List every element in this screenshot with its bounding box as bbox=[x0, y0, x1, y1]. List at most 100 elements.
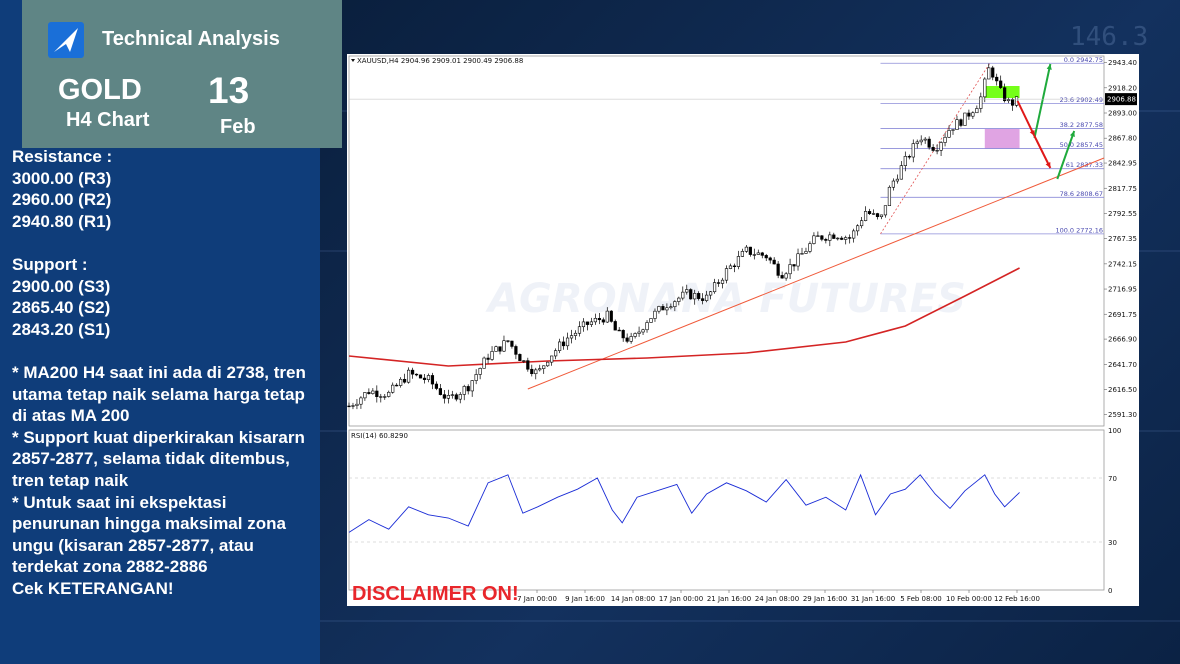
resistance-r3: 3000.00 (R3) bbox=[12, 168, 112, 188]
candle-body bbox=[887, 186, 892, 206]
candle-body bbox=[951, 129, 955, 131]
candle-body bbox=[736, 256, 741, 267]
candle-body bbox=[903, 156, 907, 166]
symbol-dropdown-icon bbox=[351, 59, 355, 62]
candle-body bbox=[689, 289, 693, 300]
x-tick-label: 14 Jan 08:00 bbox=[611, 595, 655, 603]
candle-body bbox=[740, 251, 744, 257]
candle-body bbox=[561, 341, 566, 347]
rsi-pane-border bbox=[348, 429, 1105, 591]
candle-body bbox=[681, 291, 685, 299]
fib-label: 0.0 2942.75 bbox=[1064, 56, 1103, 64]
logo-icon bbox=[48, 22, 84, 58]
candle-body bbox=[963, 112, 967, 126]
x-tick-label: 17 Jan 00:00 bbox=[659, 595, 703, 603]
candle-body bbox=[391, 384, 395, 393]
forecast-arrow-up bbox=[1033, 63, 1052, 139]
candle-body bbox=[800, 253, 804, 255]
candle-body bbox=[832, 234, 836, 239]
candle-body bbox=[355, 403, 359, 406]
candle-body bbox=[673, 301, 677, 308]
candle-body bbox=[466, 386, 470, 392]
candle-body bbox=[919, 139, 923, 143]
candle-body bbox=[438, 388, 442, 395]
candle-body bbox=[617, 329, 621, 332]
candle-body bbox=[395, 384, 399, 387]
candle-body bbox=[641, 329, 645, 333]
candle-body bbox=[879, 214, 884, 218]
candle-body bbox=[410, 369, 415, 375]
arrow-head bbox=[1045, 162, 1051, 168]
y-tick-label: 2943.40 bbox=[1108, 59, 1137, 67]
fib-label: 23.6 2902.49 bbox=[1060, 96, 1103, 104]
candle-body bbox=[657, 306, 661, 312]
resistance-r2: 2960.00 (R2) bbox=[12, 190, 112, 210]
candle-body bbox=[856, 225, 860, 232]
candle-body bbox=[585, 321, 590, 325]
candle-body bbox=[565, 337, 570, 347]
candle-body bbox=[1007, 99, 1011, 102]
rsi-scale-label: 100 bbox=[1108, 427, 1121, 435]
note-ma200: * MA200 H4 saat ini ada di 2738, tren ut… bbox=[12, 362, 306, 426]
candle-body bbox=[383, 396, 387, 398]
date-month: Feb bbox=[220, 116, 256, 138]
candle-body bbox=[728, 265, 733, 269]
candle-body bbox=[418, 374, 423, 379]
candle-body bbox=[375, 390, 379, 397]
candle-body bbox=[442, 394, 446, 399]
candle-body bbox=[677, 297, 681, 302]
candle-body bbox=[609, 310, 613, 322]
candle-body bbox=[371, 390, 375, 394]
y-tick-label: 2591.30 bbox=[1108, 411, 1137, 419]
trendline bbox=[527, 157, 1105, 390]
fib-label: 50.0 2857.45 bbox=[1060, 141, 1103, 149]
spacer bbox=[12, 340, 312, 362]
candle-body bbox=[959, 119, 963, 126]
candle-body bbox=[871, 213, 876, 215]
y-tick-label: 2842.95 bbox=[1108, 160, 1137, 168]
y-tick-label: 2666.90 bbox=[1108, 336, 1137, 344]
candle-body bbox=[816, 235, 820, 237]
candle-body bbox=[474, 374, 478, 381]
candle-body bbox=[824, 239, 828, 241]
arrow-head bbox=[1069, 131, 1075, 137]
candle-body bbox=[454, 394, 458, 400]
candle-body bbox=[780, 275, 784, 279]
forecast-arrow-down bbox=[1033, 135, 1052, 169]
y-tick-label: 2641.70 bbox=[1108, 361, 1137, 369]
price-chart: AGRONANA FUTURES 0.0 2942.75 23.6 2902.49 3… bbox=[347, 55, 1137, 603]
candle-body bbox=[407, 369, 411, 383]
timeframe-label: H4 Chart bbox=[66, 109, 150, 131]
analysis-notes: Resistance : 3000.00 (R3) 2960.00 (R2) 2… bbox=[12, 146, 312, 599]
candle-body bbox=[840, 237, 844, 240]
x-tick-label: 24 Jan 08:00 bbox=[755, 595, 799, 603]
candle-body bbox=[478, 368, 482, 375]
rsi-scale-label: 30 bbox=[1108, 539, 1117, 547]
candle-body bbox=[573, 332, 578, 336]
candle-body bbox=[836, 237, 840, 240]
candle-body bbox=[665, 307, 669, 311]
candle-body bbox=[502, 340, 506, 352]
candle-body bbox=[458, 394, 462, 400]
candle-body bbox=[498, 346, 502, 352]
candle-body bbox=[915, 141, 919, 144]
candle-body bbox=[486, 357, 490, 360]
candle-body bbox=[788, 264, 792, 275]
candle-body bbox=[347, 405, 351, 408]
main-pane-border bbox=[348, 55, 1105, 427]
candle-body bbox=[426, 375, 431, 380]
candle-body bbox=[613, 321, 617, 331]
candle-body bbox=[506, 340, 510, 342]
rsi-label: RSI(14) 60.8290 bbox=[351, 432, 408, 440]
candle-body bbox=[554, 350, 558, 357]
resistance-title: Resistance : bbox=[12, 147, 113, 166]
candle-body bbox=[387, 391, 391, 397]
candle-body bbox=[534, 369, 538, 375]
candle-body bbox=[792, 264, 796, 267]
candle-body bbox=[923, 138, 927, 141]
candle-body bbox=[732, 265, 737, 267]
candle-body bbox=[367, 392, 371, 394]
rsi-scale-label: 0 bbox=[1108, 587, 1112, 595]
candle-body bbox=[514, 346, 518, 355]
candle-body bbox=[601, 319, 605, 323]
